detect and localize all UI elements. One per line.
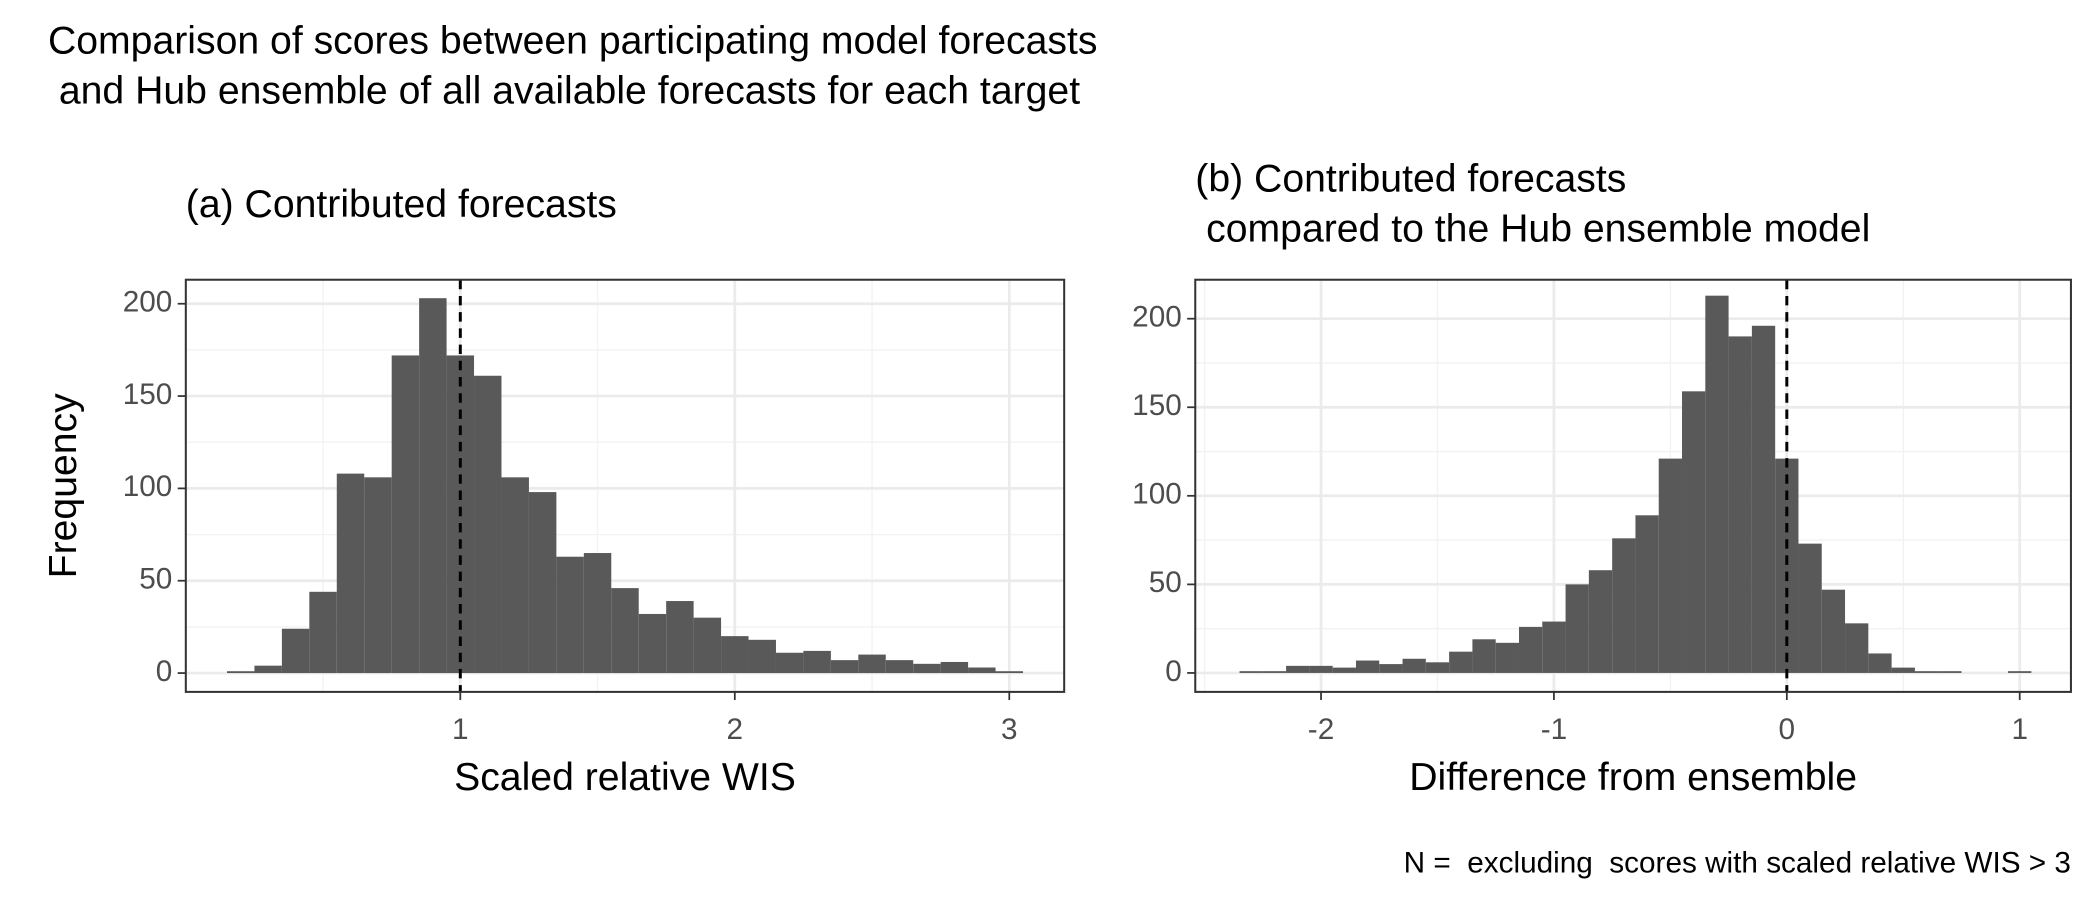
y-axis-title: Frequency [42,393,85,578]
bar [254,665,282,674]
bar [1262,671,1287,673]
bar [1635,515,1659,673]
bar [995,671,1024,674]
bar [1402,658,1426,673]
bar [1821,589,1846,673]
bar [1588,570,1613,673]
bar [1542,621,1566,673]
bar [940,661,969,674]
bar [1495,642,1519,673]
bar [391,355,420,674]
x-tick-label: 2 [727,713,744,746]
y-tick-label: 100 [123,470,173,503]
y-tick-label: 200 [123,286,173,319]
y-tick-label: 0 [156,655,173,688]
bar [1518,626,1543,673]
bar [1914,671,1939,673]
bar [611,588,639,674]
x-tick-label: 0 [1779,713,1796,746]
bar [1355,660,1380,673]
bar [1565,584,1589,673]
bar [281,628,310,674]
y-tick-label: 50 [139,563,172,596]
footnote: N = excluding scores with scaled relativ… [1404,847,2071,880]
bar [1286,665,1310,673]
bar [336,473,365,674]
bar [501,477,529,674]
y-tick-label: 100 [1132,478,1182,511]
bar [1798,543,1822,673]
panel-border [184,278,1066,693]
bar [1472,639,1496,673]
panel-title: (a) Contributed forecasts [186,183,617,226]
bar [748,639,776,674]
bar [1612,538,1636,673]
bar [474,375,502,674]
bar [858,654,886,674]
x-tick-label: 1 [2011,713,2028,746]
bar [556,556,584,674]
x-tick-label: 3 [1001,713,1018,746]
bar [419,298,447,674]
bar [1379,664,1403,673]
x-tick-label: -2 [1308,713,1334,746]
bar [1425,662,1450,673]
x-axis-title: Difference from ensemble [1409,756,1857,799]
panel-title: (b) Contributed forecasts [1195,157,1626,200]
bar [803,650,831,674]
x-tick-label: 1 [452,713,469,746]
bar [1728,336,1752,673]
x-tick-label: -1 [1541,713,1567,746]
y-tick-label: 150 [123,378,173,411]
bar [885,660,914,674]
bar [528,492,557,674]
bar [1845,623,1869,673]
bar [583,553,612,674]
panel-border [1194,278,2072,693]
bar [775,652,804,674]
y-tick-label: 0 [1165,655,1182,688]
bar [968,667,996,674]
panel-title: compared to the Hub ensemble model [1195,207,1870,250]
bar [1751,325,1776,673]
bar [1309,665,1333,673]
bar [638,613,667,674]
bar [1868,653,1892,673]
x-axis-title: Scaled relative WIS [454,756,796,799]
bar [1332,667,1356,673]
bar [364,477,392,674]
bar [309,591,337,674]
bar [666,601,694,674]
bar [1682,391,1706,673]
bar [830,660,859,674]
figure-title: and Hub ensemble of all available foreca… [48,70,1080,113]
bar [721,636,749,674]
bar [1658,458,1683,673]
bar [693,617,722,674]
bar [1775,458,1799,673]
y-tick-label: 50 [1149,566,1182,599]
bar [913,663,941,674]
y-tick-label: 150 [1132,389,1182,422]
bar [1891,667,1915,673]
bar [2008,671,2032,673]
y-tick-label: 200 [1132,301,1182,334]
bar [226,671,255,674]
bar [1239,671,1263,673]
bar [1449,651,1473,673]
bar [1938,671,1962,673]
figure-title: Comparison of scores between participati… [48,20,1097,63]
bar [1705,295,1729,673]
